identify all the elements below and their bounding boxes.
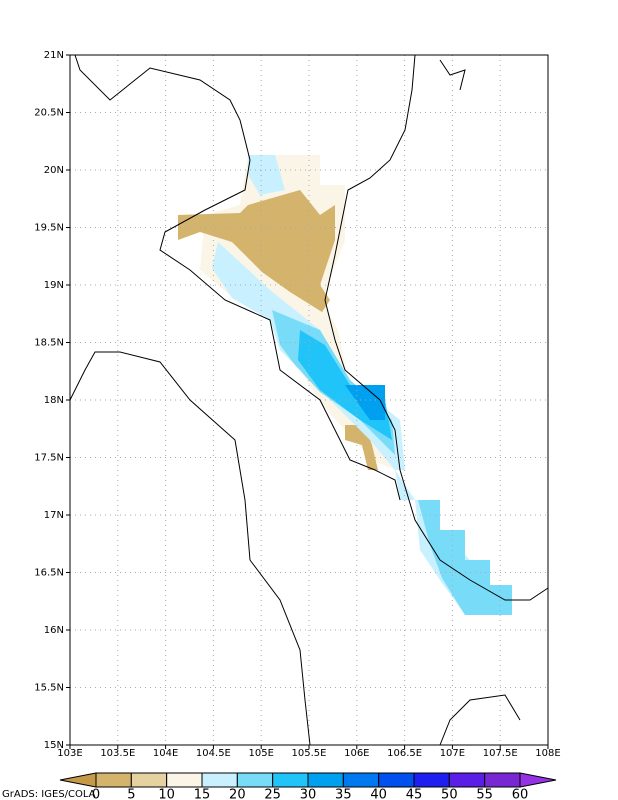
colorbar-box	[342, 772, 380, 788]
border-line	[69, 351, 311, 746]
credit: GrADS: IGES/COLA	[2, 789, 96, 800]
colorbar-box	[236, 772, 274, 788]
colorbar-label: 15	[194, 788, 211, 800]
x-tick-label: 103.5E	[100, 748, 135, 759]
y-tick-label: 20N	[44, 165, 64, 176]
border-line	[74, 54, 401, 501]
colorbar-label: 25	[264, 788, 281, 800]
x-tick-label: 107E	[440, 748, 465, 759]
colorbar-box	[378, 772, 415, 788]
y-tick-label: 16N	[44, 625, 64, 636]
x-tick-label: 105E	[248, 748, 273, 759]
colorbar-label: 5	[127, 788, 135, 800]
colorbar-under	[59, 772, 97, 788]
colorbar-label: 20	[229, 788, 246, 800]
grid	[69, 54, 549, 746]
y-tick-label: 15.5N	[34, 683, 64, 694]
colorbar-label: 45	[406, 788, 423, 800]
boundaries	[69, 54, 549, 746]
y-tick-label: 18.5N	[34, 338, 64, 349]
colorbar-label: 50	[441, 788, 458, 800]
y-tick-label: 16.5N	[34, 568, 64, 579]
y-tick-label: 20.5N	[34, 108, 64, 119]
colorbar-over	[519, 772, 557, 788]
field-30-35	[345, 385, 385, 420]
border-line	[439, 694, 521, 746]
colorbar-box	[448, 772, 486, 788]
colorbar-label: 0	[92, 788, 100, 800]
x-tick-label: 106.5E	[387, 748, 422, 759]
colorbar-label: 55	[476, 788, 493, 800]
colorbar-label: 30	[300, 788, 317, 800]
x-tick-label: 105.5E	[292, 748, 327, 759]
colorbar-label: 10	[158, 788, 175, 800]
field-20-25	[418, 500, 512, 615]
coastline	[439, 59, 466, 91]
colorbar-box	[201, 772, 238, 788]
y-tick-label: 18N	[44, 395, 64, 406]
colorbar-box	[166, 772, 203, 788]
shaded-field	[178, 155, 512, 615]
axes: 103E 103.5E 104E 104.5E 105E 105.5E 106E 106.5E…	[34, 50, 560, 759]
y-tick-label: 21N	[44, 50, 64, 61]
field-15-20	[248, 155, 285, 195]
field-0-5	[345, 425, 378, 470]
colorbar-label: 35	[335, 788, 352, 800]
x-tick-label: 103E	[57, 748, 82, 759]
colorbar: 0 5 10 15 20 25 30 35 40 45 50 55 60	[59, 772, 557, 800]
colorbar-box	[95, 772, 132, 788]
colorbar-box	[130, 772, 168, 788]
y-tick-label: 19.5N	[34, 223, 64, 234]
colorbar-label: 60	[512, 788, 529, 800]
y-tick-label: 19N	[44, 280, 64, 291]
x-tick-label: 108E	[535, 748, 560, 759]
colorbar-box	[413, 772, 450, 788]
colorbar-box	[484, 772, 521, 788]
colorbar-label: 40	[370, 788, 387, 800]
y-tick-label: 15N	[44, 740, 64, 751]
coastline	[324, 54, 549, 601]
x-tick-label: 104E	[153, 748, 178, 759]
colorbar-box	[272, 772, 309, 788]
y-tick-label: 17.5N	[34, 453, 64, 464]
x-tick-label: 104.5E	[196, 748, 231, 759]
x-tick-label: 106E	[344, 748, 369, 759]
colorbar-box	[307, 772, 344, 788]
field-0-5	[178, 190, 335, 312]
x-tick-label: 107.5E	[483, 748, 518, 759]
y-tick-label: 17N	[44, 510, 64, 521]
field-15-20	[212, 242, 512, 615]
